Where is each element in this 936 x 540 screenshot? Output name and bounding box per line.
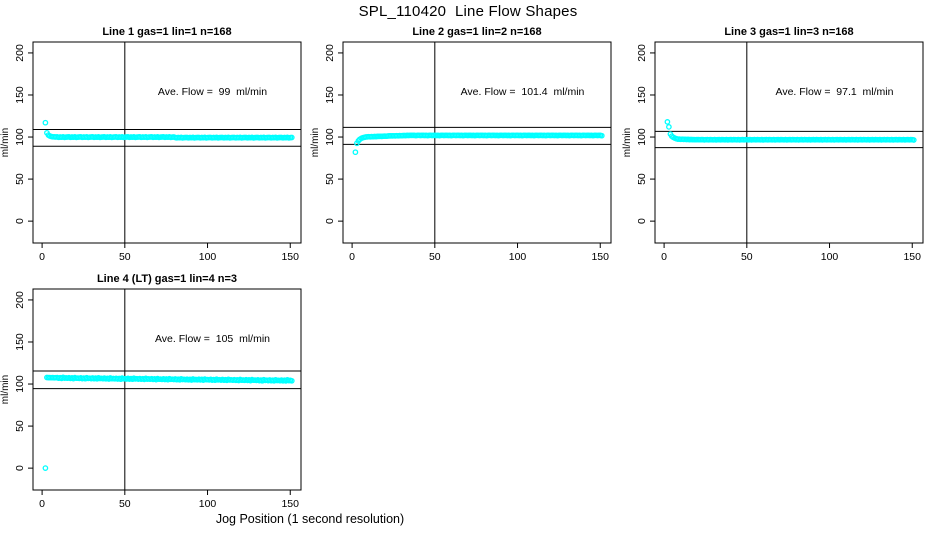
plot-box bbox=[654, 41, 924, 244]
y-tick-label: 200 bbox=[636, 44, 648, 62]
data-points bbox=[42, 119, 295, 141]
x-tick-label: 0 bbox=[661, 251, 667, 263]
ave-flow-annotation: Ave. Flow = 99 ml/min bbox=[158, 86, 267, 98]
x-tick-label: 150 bbox=[281, 251, 299, 263]
y-tick-label: 150 bbox=[324, 86, 336, 104]
y-tick-label: 150 bbox=[14, 333, 26, 351]
data-point bbox=[666, 124, 672, 130]
y-tick-label: 200 bbox=[324, 44, 336, 62]
panel-line-2: 0 50 100 150 0 50 100 150 200 ml/min Line 2 gas=1 … bbox=[310, 25, 622, 275]
y-tick-label: 150 bbox=[14, 86, 26, 104]
data-point bbox=[664, 119, 671, 125]
y-tick-label: 0 bbox=[636, 218, 648, 224]
ave-flow-annotation: Ave. Flow = 101.4 ml/min bbox=[461, 86, 585, 98]
y-tick-label: 50 bbox=[14, 173, 26, 185]
panel-line-4: 0 50 100 150 0 50 100 150 200 ml/min Line 4 (LT) g… bbox=[0, 272, 312, 522]
ml-min-axis-label: ml/min bbox=[0, 128, 11, 157]
x-tick-label: 100 bbox=[199, 498, 217, 510]
x-tick-label: 50 bbox=[119, 251, 131, 263]
plot-box bbox=[342, 41, 612, 244]
line-2-plot-svg: 0 50 100 150 0 50 100 150 200 ml/min Line 2 gas=1 … bbox=[310, 26, 612, 263]
y-tick-label: 0 bbox=[14, 218, 26, 224]
x-axis-title: Jog Position (1 second resolution) bbox=[215, 512, 405, 526]
plot-box bbox=[32, 288, 302, 491]
x-tick-label: 50 bbox=[429, 251, 441, 263]
data-points bbox=[352, 132, 605, 156]
x-tick-label: 50 bbox=[741, 251, 753, 263]
data-points bbox=[42, 374, 295, 471]
x-tick-label: 0 bbox=[39, 498, 45, 510]
ml-min-axis-label: ml/min bbox=[622, 128, 633, 157]
panel-line-3: 0 50 100 150 0 50 100 150 200 ml/min Line 3 gas=1 … bbox=[622, 25, 934, 275]
data-point bbox=[288, 377, 295, 384]
panel-title: Line 1 gas=1 lin=1 n=168 bbox=[102, 26, 231, 38]
panel-title: Line 2 gas=1 lin=2 n=168 bbox=[412, 26, 541, 38]
y-tick-label: 50 bbox=[14, 420, 26, 432]
data-point bbox=[598, 132, 605, 139]
data-point bbox=[910, 137, 917, 143]
y-tick-label: 0 bbox=[324, 218, 336, 224]
line-3-plot-svg: 0 50 100 150 0 50 100 150 200 ml/min Line 3 gas=1 … bbox=[622, 26, 924, 263]
y-tick-label: 50 bbox=[636, 173, 648, 185]
line-4-plot-svg: 0 50 100 150 0 50 100 150 200 ml/min Line 4 (LT) g… bbox=[0, 273, 302, 510]
ml-min-axis-label: ml/min bbox=[310, 128, 321, 157]
y-tick-label: 50 bbox=[324, 173, 336, 185]
x-tick-label: 150 bbox=[591, 251, 609, 263]
panel-line-1: 0 50 100 150 0 50 100 150 200 ml/min Line 1 gas=1 … bbox=[0, 25, 312, 275]
figure-title: SPL_110420 Line Flow Shapes bbox=[358, 3, 578, 20]
x-tick-label: 100 bbox=[821, 251, 839, 263]
data-point bbox=[42, 119, 49, 126]
x-tick-label: 0 bbox=[349, 251, 355, 263]
y-tick-label: 0 bbox=[14, 465, 26, 471]
y-tick-label: 100 bbox=[636, 128, 648, 146]
x-tick-label: 150 bbox=[281, 498, 299, 510]
ave-flow-annotation: Ave. Flow = 105 ml/min bbox=[155, 333, 270, 345]
y-tick-label: 150 bbox=[636, 86, 648, 104]
ml-min-axis-label: ml/min bbox=[0, 375, 11, 404]
x-tick-label: 100 bbox=[509, 251, 527, 263]
panel-title: Line 4 (LT) gas=1 lin=4 n=3 bbox=[97, 273, 237, 285]
line-1-plot-svg: 0 50 100 150 0 50 100 150 200 ml/min Line 1 gas=1 … bbox=[0, 26, 302, 263]
x-tick-label: 50 bbox=[119, 498, 131, 510]
data-point bbox=[42, 465, 49, 471]
data-point bbox=[288, 134, 295, 141]
x-tick-label: 100 bbox=[199, 251, 217, 263]
plot-box bbox=[32, 41, 302, 244]
y-tick-label: 100 bbox=[14, 375, 26, 393]
ave-flow-annotation: Ave. Flow = 97.1 ml/min bbox=[776, 86, 894, 98]
x-tick-label: 0 bbox=[39, 251, 45, 263]
y-tick-label: 100 bbox=[324, 128, 336, 146]
x-tick-label: 150 bbox=[903, 251, 921, 263]
data-points bbox=[664, 119, 917, 143]
panel-title: Line 3 gas=1 lin=3 n=168 bbox=[724, 26, 853, 38]
y-tick-label: 200 bbox=[14, 44, 26, 62]
y-tick-label: 100 bbox=[14, 128, 26, 146]
y-tick-label: 200 bbox=[14, 291, 26, 309]
data-point bbox=[352, 149, 359, 156]
